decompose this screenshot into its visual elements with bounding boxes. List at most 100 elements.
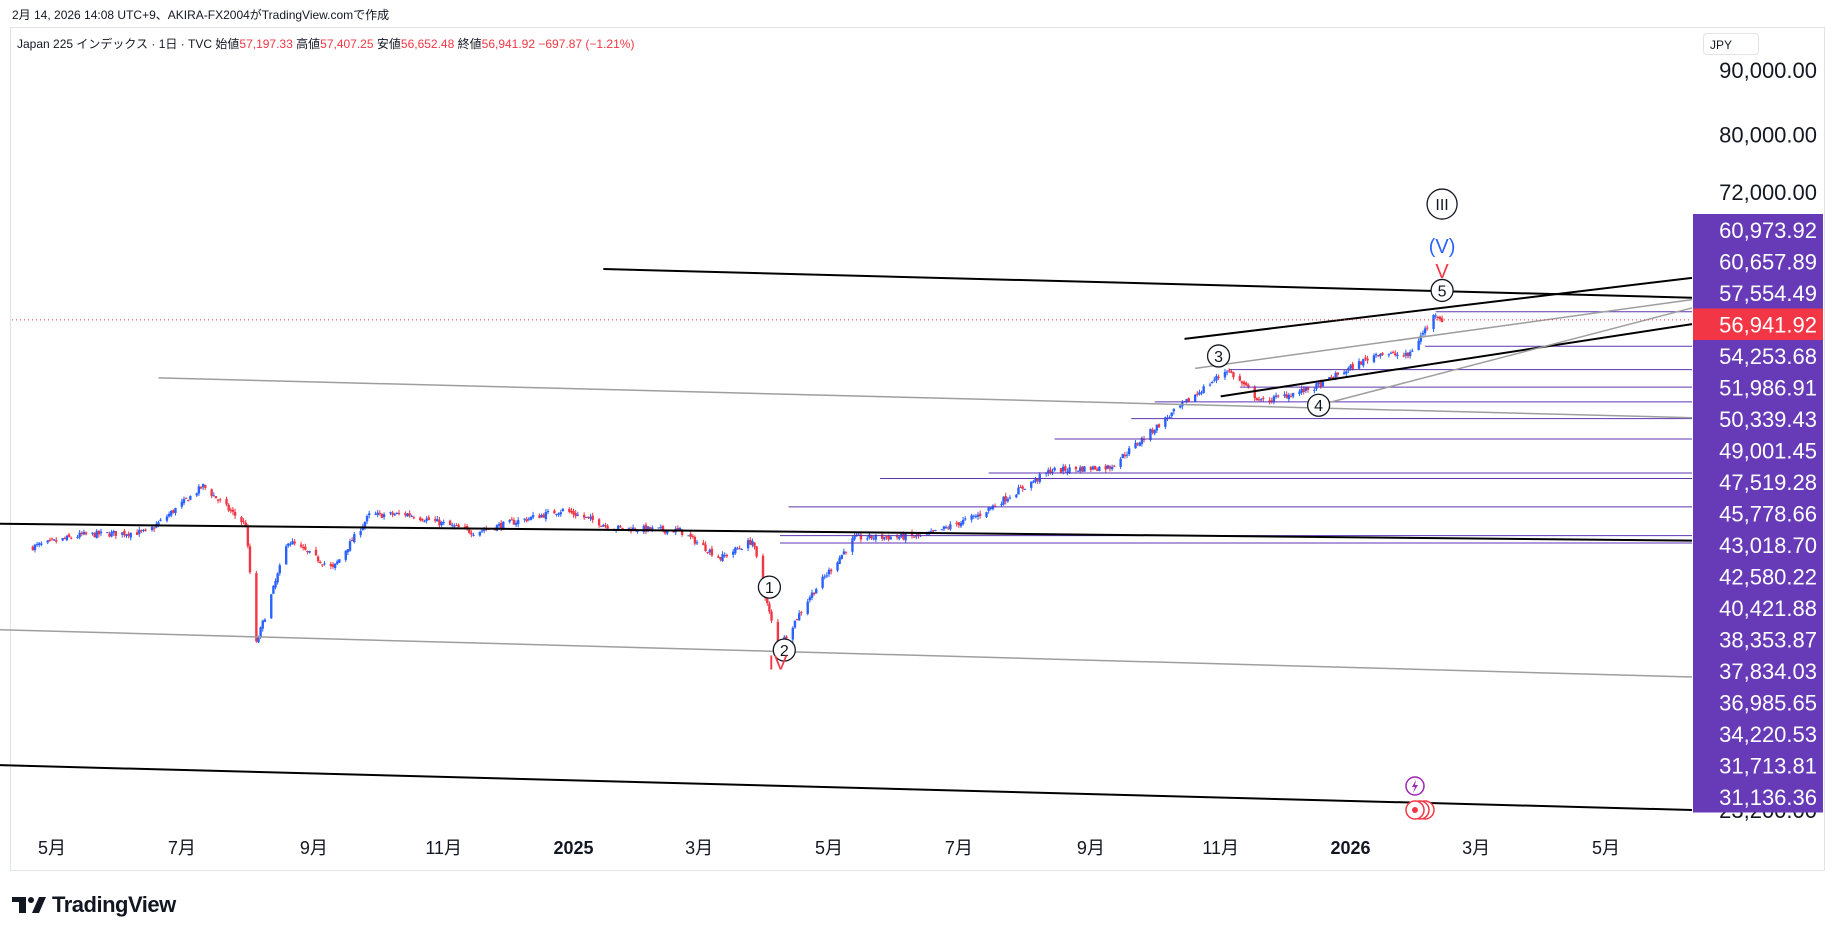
candle-body [602,524,605,527]
trendline[interactable] [158,377,1693,419]
candle-body [955,522,958,524]
candle-body [940,529,944,531]
price-label-text: 37,834.03 [1719,659,1817,684]
candle-body [367,513,371,516]
candle-body [123,530,126,536]
trendline[interactable] [0,522,1693,542]
candle-body [1066,471,1069,473]
candle-body [606,525,609,529]
candle-body [795,619,799,621]
candle-body [829,569,833,572]
candle-body [419,517,422,521]
candle-body [553,510,556,514]
candle-body [1291,393,1295,397]
candle-body [827,569,831,575]
candle-body [1004,496,1007,502]
candle-body [31,546,35,551]
candle-body [525,519,528,522]
candle-body [195,493,198,496]
candle-body [46,540,49,543]
candle-body [1242,381,1246,385]
trendline[interactable] [0,628,1693,678]
candle-body [397,512,401,514]
tradingview-logo[interactable]: TradingView [12,892,176,918]
candle-body [1008,497,1012,499]
candle-body [740,549,743,551]
time-tick-label: 11月 [1202,838,1239,858]
trendline[interactable] [1195,298,1693,370]
trendline[interactable] [1314,307,1693,408]
candle-body [408,513,411,516]
candle-body [135,532,139,535]
candle-body [174,508,177,514]
candle-body [676,527,680,530]
candle-body [542,514,545,518]
price-label-box [1693,623,1823,655]
trendline[interactable] [0,764,1693,811]
candle-body [1425,327,1429,329]
candle-body [557,513,560,515]
high-value: 57,407.25 [320,37,374,51]
candle-body [559,512,562,515]
price-label-box [1693,781,1823,813]
currency-selector[interactable]: JPY [1703,33,1759,55]
time-axis: 5月 7月 9月 11月 2025 3月 5月 7月 9月 11月 2026 3月 5月 [38,838,1620,858]
candle-body [199,486,203,489]
candle-body [1245,382,1248,386]
candle-body [299,544,303,547]
candle-body [138,529,141,534]
candle-body [231,509,235,512]
candle-body [425,518,428,521]
elliott-wave-labels: 1 2IV 3 4 5V (V) III [757,188,1458,674]
candle-body [344,550,347,560]
candle-body [448,520,452,526]
candle-body [540,514,543,518]
price-label-box [1693,403,1823,435]
candle-body [376,512,379,516]
price-label-text: 45,778.66 [1719,502,1817,527]
wave-label: 3 [1214,349,1223,366]
candle-body [842,551,846,555]
candle-body [502,521,505,530]
candle-body [704,544,707,552]
candle-body [261,620,264,629]
candle-body [440,521,443,526]
candle-body [1377,355,1380,357]
candle-body [1179,405,1182,408]
candle-body [529,516,533,520]
candle-body [378,512,382,514]
candle-body [112,531,115,533]
time-tick-label: 5月 [815,838,843,858]
trendline[interactable] [1220,323,1693,398]
price-label-text: 38,353.87 [1719,628,1817,653]
candle-body [1153,430,1156,434]
time-tick-label: 7月 [945,838,973,858]
candle-body [1074,466,1078,470]
candle-body [33,544,37,551]
candle-body [1002,496,1005,505]
last-price-label-box [1693,308,1823,340]
candle-body [1240,381,1244,384]
candle-body [1372,355,1376,363]
candle-body [1287,394,1291,400]
candle-body [187,500,190,502]
wave-label-circle [1426,188,1458,220]
candle-body [978,513,982,516]
chart-pane[interactable] [10,27,1825,871]
candle-body [889,536,892,540]
candle-body [961,519,965,525]
candle-body [1106,465,1110,469]
candle-body [1232,372,1235,378]
wave-label: 1 [765,580,774,597]
wave-label: IV [768,652,788,674]
candle-body [308,551,311,553]
candle-body [433,519,437,521]
candle-body [736,548,739,550]
candle-body [391,512,394,515]
candle-body [227,504,230,511]
trendline[interactable] [1184,276,1693,340]
candle-body [1411,350,1414,352]
candle-body [1334,372,1337,380]
trendline[interactable] [603,268,1693,299]
